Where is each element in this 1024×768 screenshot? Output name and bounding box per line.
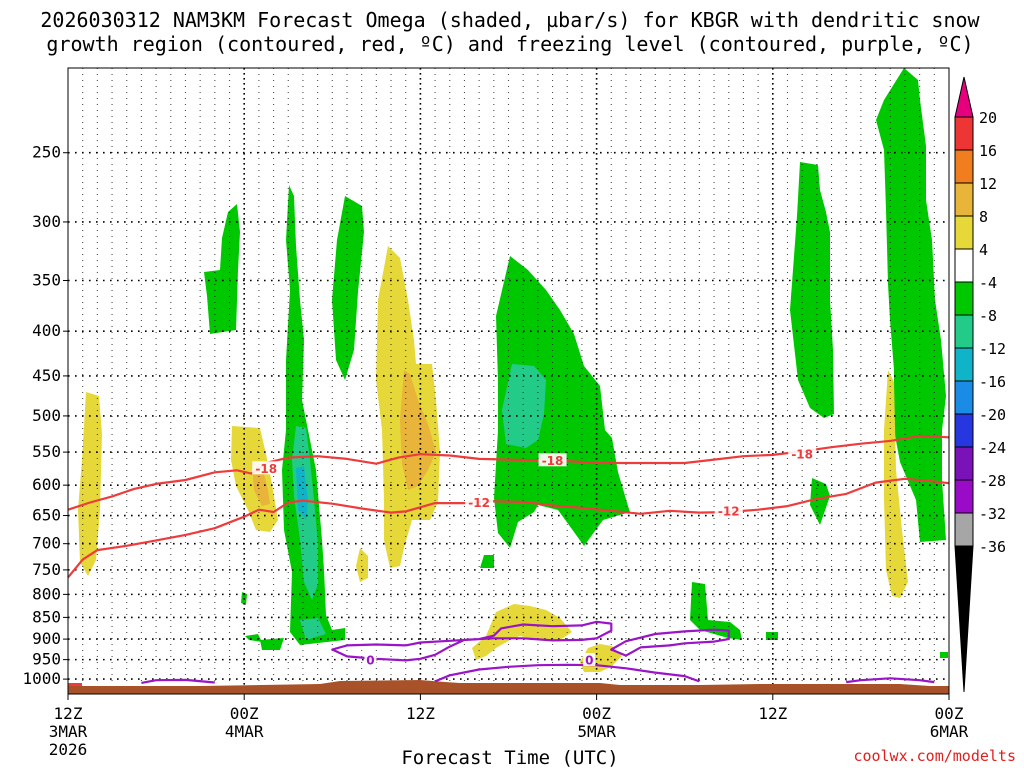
colorbar-label: 8 [979,208,988,226]
colorbar-label: -20 [979,406,1006,424]
x-tick-label: 6MAR [930,722,969,741]
y-tick-label: 900 [32,629,61,648]
chart-title-line2: growth region (contoured, red, ºC) and f… [46,32,973,56]
contour-label: -18 [542,454,564,468]
colorbar-segment [955,183,973,216]
colorbar: 20 16 12 8 4 -4 -8 -12 -16 -20 -24 -28 -32 -36 [955,77,1006,692]
contour-label: 0 [585,654,593,668]
colorbar-label: -28 [979,472,1006,490]
colorbar-segment [955,381,973,414]
x-tick-label: 3MAR [49,722,88,741]
chart-title-line1: 2026030312 NAM3KM Forecast Omega (shaded… [40,8,980,32]
y-tick-label: 300 [32,212,61,231]
x-tick-label: 00Z [935,704,964,723]
colorbar-label: -24 [979,439,1006,457]
plot-area: -18 -18 -18 -12 -12 0 0 [68,68,949,694]
colorbar-label: 4 [979,241,988,259]
colorbar-segment [955,282,973,315]
y-tick-label: 850 [32,607,61,626]
colorbar-label: -36 [979,538,1006,556]
colorbar-label: -16 [979,373,1006,391]
colorbar-bottom-arrow [955,546,973,692]
colorbar-label: -8 [979,307,997,325]
colorbar-label: -12 [979,340,1006,358]
x-axis-title: Forecast Time (UTC) [401,747,618,768]
x-tick-label: 00Z [230,704,259,723]
x-tick-label: 12Z [758,704,787,723]
colorbar-top-arrow [955,77,973,117]
y-tick-label: 1000 [22,669,61,688]
colorbar-segment [955,513,973,546]
y-tick-label: 750 [32,560,61,579]
colorbar-label: -32 [979,505,1006,523]
x-tick-label: 00Z [582,704,611,723]
colorbar-segment [955,447,973,480]
y-axis-pressure: 250 300 350 400 450 500 550 600 650 700 750 800 850 9… [22,143,68,688]
y-tick-label: 500 [32,406,61,425]
colorbar-segment [955,150,973,183]
colorbar-segment [955,117,973,150]
colorbar-segment [955,249,973,282]
contour-label: -12 [468,496,490,510]
colorbar-label: 16 [979,142,997,160]
y-tick-label: 550 [32,442,61,461]
contour-label: -12 [718,504,740,518]
y-tick-label: 600 [32,475,61,494]
y-tick-label: 400 [32,321,61,340]
y-tick-label: 250 [32,143,61,162]
x-tick-label: 12Z [54,704,83,723]
colorbar-segment [955,480,973,513]
colorbar-label: -4 [979,274,997,292]
x-tick-label: 5MAR [577,722,616,741]
y-tick-label: 950 [32,650,61,669]
colorbar-segment [955,315,973,348]
x-tick-label: 4MAR [225,722,264,741]
colorbar-label: 12 [979,175,997,193]
x-tick-label: 2026 [49,740,88,759]
terrain-edge-marker [68,683,82,686]
contour-label: -18 [791,448,813,462]
omega-time-height-chart: 2026030312 NAM3KM Forecast Omega (shaded… [0,0,1024,768]
y-tick-label: 650 [32,506,61,525]
y-tick-label: 800 [32,584,61,603]
colorbar-segment [955,414,973,447]
colorbar-label: 20 [979,109,997,127]
x-tick-label: 12Z [406,704,435,723]
y-tick-label: 450 [32,366,61,385]
colorbar-segment [955,348,973,381]
contour-label: 0 [366,654,374,668]
y-tick-label: 700 [32,534,61,553]
y-tick-label: 350 [32,270,61,289]
credit-text: coolwx.com/modelts [853,747,1016,765]
contour-label: -18 [255,462,277,476]
colorbar-segment [955,216,973,249]
omega-blob [940,652,948,658]
